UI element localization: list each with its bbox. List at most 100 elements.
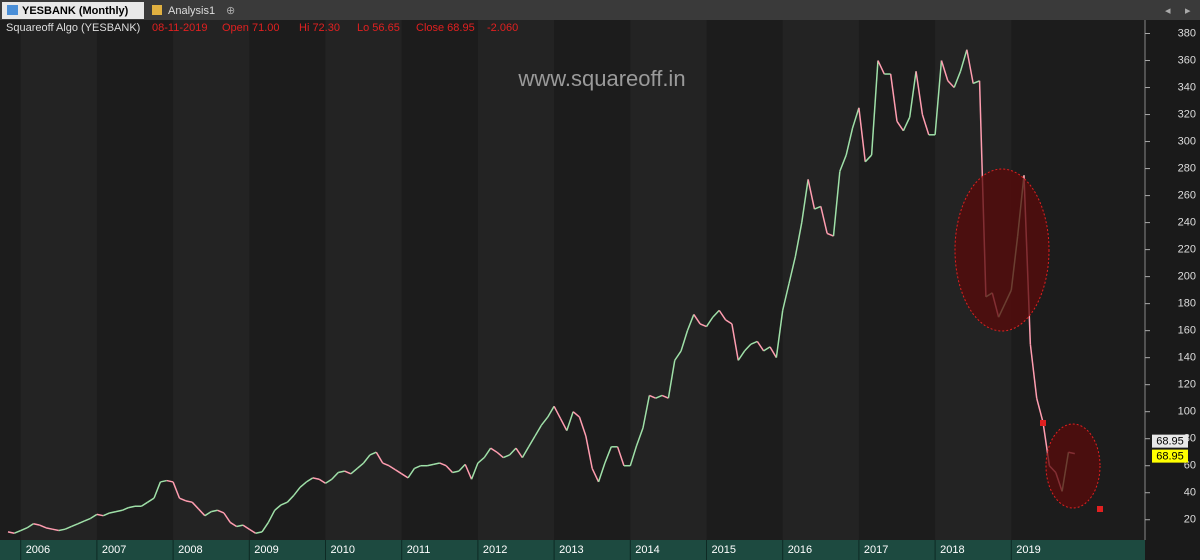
x-tick-label: 2009 — [254, 544, 278, 556]
price-segment — [388, 465, 396, 471]
y-tick-label: 240 — [1178, 217, 1196, 229]
x-tick-label: 2012 — [483, 544, 507, 556]
price-segment — [604, 446, 612, 464]
price-segment — [661, 394, 669, 399]
price-segment — [452, 470, 460, 474]
x-tick-label: 2018 — [940, 544, 964, 556]
price-segment — [763, 346, 771, 352]
tab-icon — [152, 5, 162, 15]
price-tag-bg — [1152, 449, 1188, 463]
price-segment — [382, 462, 390, 467]
price-segment — [20, 527, 28, 532]
price-segment — [629, 445, 638, 466]
price-segment — [680, 330, 689, 352]
tab-icon — [7, 5, 18, 15]
year-band — [782, 20, 859, 540]
info-low: Lo 56.65 — [357, 22, 400, 34]
price-segment — [915, 71, 924, 115]
price-segment — [966, 49, 974, 84]
price-segment — [83, 517, 91, 522]
price-segment — [433, 462, 440, 466]
price-segment — [312, 477, 320, 480]
price-segment — [318, 478, 326, 484]
tab-active[interactable] — [2, 2, 144, 19]
price-segment — [445, 465, 454, 473]
scroll-right[interactable]: ▸ — [1185, 5, 1191, 17]
price-segment — [248, 528, 257, 534]
x-tick-label: 2017 — [864, 544, 888, 556]
price-segment — [509, 447, 517, 456]
price-segment — [820, 206, 828, 234]
price-segment — [769, 346, 777, 359]
y-tick-label: 140 — [1178, 352, 1196, 364]
price-segment — [229, 521, 238, 528]
price-segment — [77, 520, 85, 525]
price-segment — [674, 350, 682, 361]
price-segment — [338, 470, 345, 474]
price-segment — [908, 71, 917, 118]
price-segment — [788, 256, 797, 284]
price-segment — [369, 451, 377, 456]
price-segment — [553, 405, 562, 419]
price-segment — [781, 283, 790, 311]
y-tick-label: 280 — [1178, 162, 1196, 174]
price-segment — [896, 120, 904, 132]
price-segment — [458, 463, 466, 472]
price-segment — [185, 500, 193, 503]
price-segment — [667, 360, 676, 399]
price-tag: 68.95 — [1156, 436, 1184, 448]
y-tick-label: 220 — [1178, 244, 1196, 256]
x-tick-label: 2006 — [26, 544, 50, 556]
tab-label[interactable]: YESBANK (Monthly) — [22, 5, 129, 17]
price-segment — [464, 464, 473, 480]
info-date: 08-11-2019 — [152, 22, 207, 34]
year-band — [20, 20, 97, 540]
indicator-name: Squareoff Algo (YESBANK) — [6, 22, 140, 34]
scroll-left[interactable]: ◂ — [1165, 5, 1171, 17]
price-segment — [959, 49, 968, 72]
price-segment — [737, 350, 746, 361]
price-segment — [325, 478, 333, 484]
price-segment — [45, 527, 53, 530]
price-segment — [814, 205, 822, 210]
price-segment — [642, 395, 651, 429]
y-tick-label: 300 — [1178, 135, 1196, 147]
price-segment — [96, 513, 104, 517]
x-tick-label: 2014 — [635, 544, 659, 556]
price-segment — [211, 509, 218, 513]
price-segment — [470, 462, 479, 480]
price-segment — [331, 471, 339, 480]
price-segment — [274, 504, 282, 511]
price-segment — [534, 424, 543, 437]
price-segment — [953, 71, 962, 88]
watermark: www.squareoff.in — [517, 66, 685, 91]
price-segment — [122, 506, 129, 511]
price-segment — [750, 340, 758, 345]
price-segment — [483, 447, 492, 459]
y-tick-label: 180 — [1178, 298, 1196, 310]
price-segment — [293, 486, 301, 496]
highlight-ellipse — [954, 168, 1050, 332]
price-segment — [756, 341, 765, 352]
price-tag-bg — [1152, 434, 1188, 448]
price-segment — [26, 523, 34, 529]
price-segment — [794, 222, 803, 257]
price-segment — [712, 309, 720, 318]
price-segment — [350, 467, 358, 475]
tab-label[interactable]: Analysis1 — [168, 5, 215, 17]
price-segment — [160, 479, 167, 483]
price-segment — [858, 107, 866, 162]
price-segment — [140, 501, 149, 507]
price-segment — [693, 314, 701, 325]
price-segment — [947, 80, 955, 89]
price-segment — [934, 60, 943, 135]
price-segment — [394, 469, 403, 475]
price-segment — [572, 411, 580, 418]
price-segment — [267, 509, 276, 523]
price-segment — [902, 116, 911, 132]
price-segment — [744, 343, 752, 352]
add-tab[interactable]: ⊕ — [226, 5, 235, 17]
x-tick-label: 2011 — [407, 544, 431, 556]
tab-bar — [0, 0, 1200, 20]
highlight-ellipse — [1045, 423, 1101, 509]
